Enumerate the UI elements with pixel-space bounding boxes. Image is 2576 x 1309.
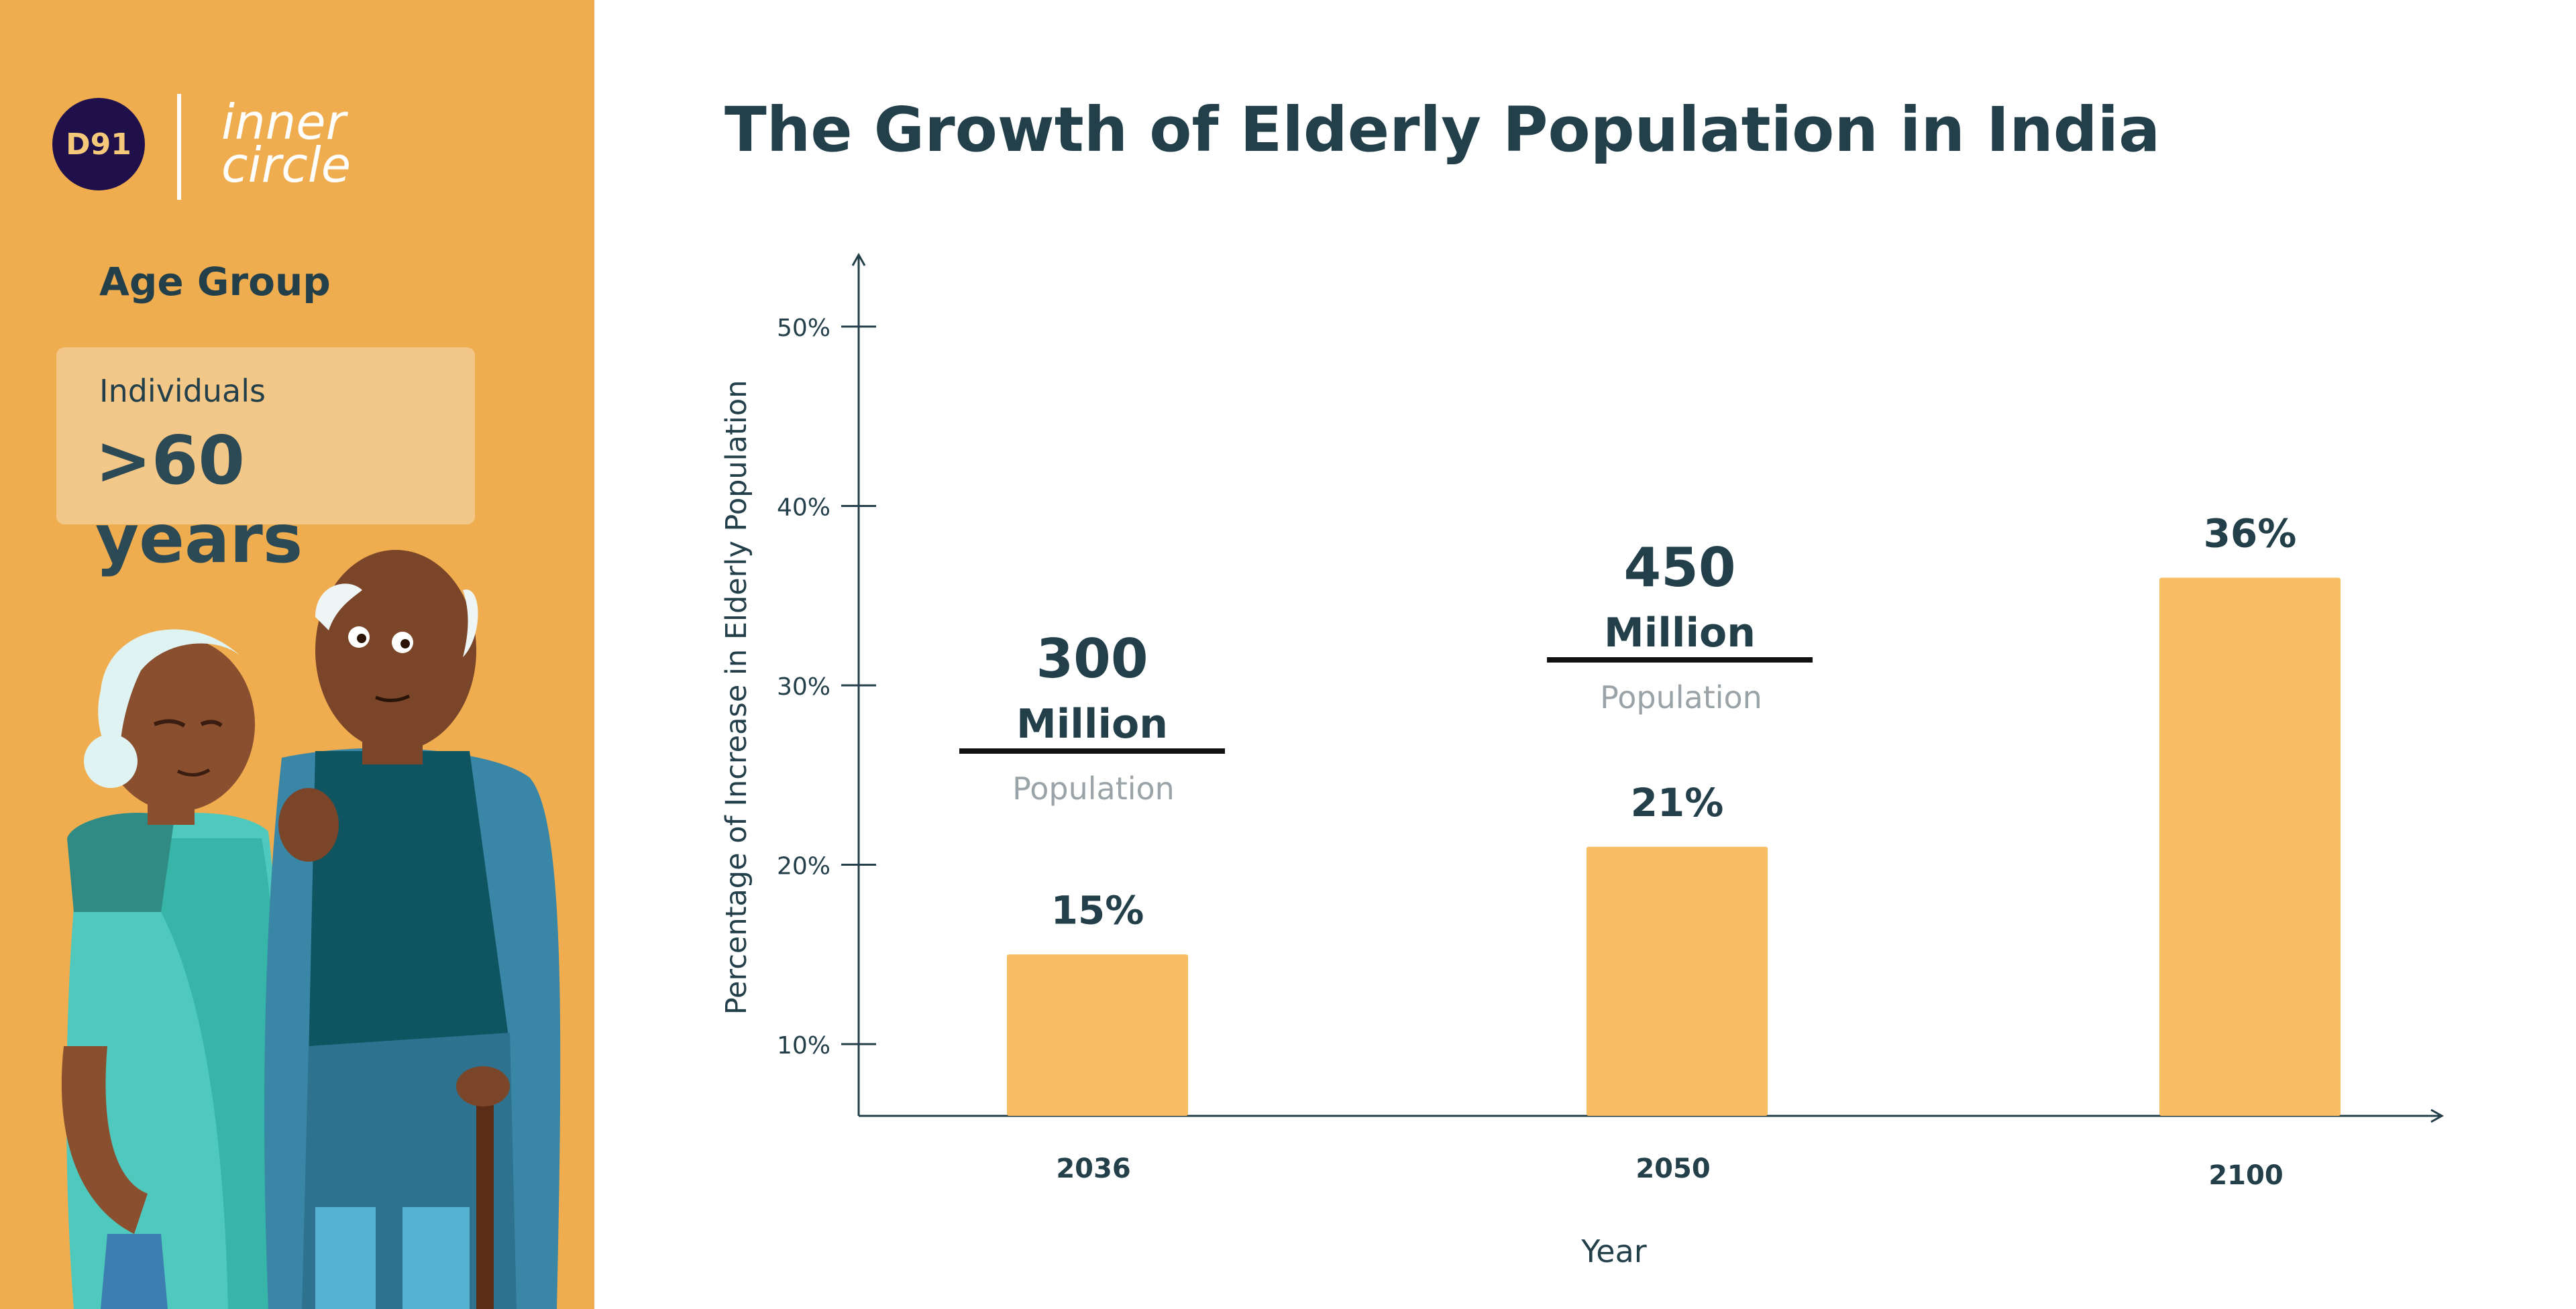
age-group-heading: Age Group [99,259,331,304]
x-axis-tick-labels: 2036 2050 2100 [1056,1153,2283,1191]
population-unit: Million [1016,701,1168,748]
sidebar: D91 inner circle Age Group Individuals >… [0,0,594,1309]
bar-2036 [1007,954,1188,1116]
y-tick-label: 50% [777,315,830,342]
x-tick-label: 2050 [1635,1153,1710,1184]
elderly-man-figure [264,550,561,1309]
bar-value-label: 15% [1051,887,1144,933]
x-tick-label: 2100 [2208,1160,2283,1191]
x-tick-label: 2036 [1056,1153,1130,1184]
elderly-couple-illustration [61,550,561,1309]
y-tick-label: 10% [777,1032,830,1060]
y-axis-ticks: 10% 20% 30% 40% 50% [777,315,876,1060]
population-number: 450 [1624,536,1736,599]
population-caption: Population [1600,679,1762,716]
logo-wordmark: inner circle [221,94,376,193]
bar-2050 [1587,846,1768,1116]
bar-series [1007,577,2341,1116]
bar-value-labels: 15% 21% 36% [1051,511,2297,933]
y-axis-label: Percentage of Increase in Elderly Popula… [720,380,753,1015]
logo-badge: D91 [52,98,145,190]
y-tick-label: 40% [777,494,830,522]
x-axis-label: Year [1580,1233,1646,1269]
chart-title: The Growth of Elderly Population in Indi… [724,94,2161,166]
logo-wordmark-line-2: circle [221,137,352,193]
age-group-card-value: >60 years [95,421,303,578]
population-annotations: 300 Million Population 450 Million Population [959,536,1813,807]
age-group-card: Individuals >60 years [56,347,475,578]
bar-value-label: 36% [2204,511,2297,557]
age-group-card-label: Individuals [99,373,266,409]
population-caption: Population [1012,771,1175,807]
logo-badge-text: D91 [66,127,131,162]
logo-divider [177,94,181,200]
y-tick-label: 20% [777,853,830,880]
population-number: 300 [1036,628,1148,690]
y-tick-label: 30% [777,673,830,701]
elderly-woman-figure [61,629,284,1309]
y-axis-arrow [851,252,866,266]
x-axis-arrow [2430,1108,2445,1123]
bar-value-label: 21% [1631,780,1724,826]
logo-wordmark-line-1: inner [221,94,346,150]
bar-2100 [2159,577,2341,1116]
population-unit: Million [1604,610,1756,657]
